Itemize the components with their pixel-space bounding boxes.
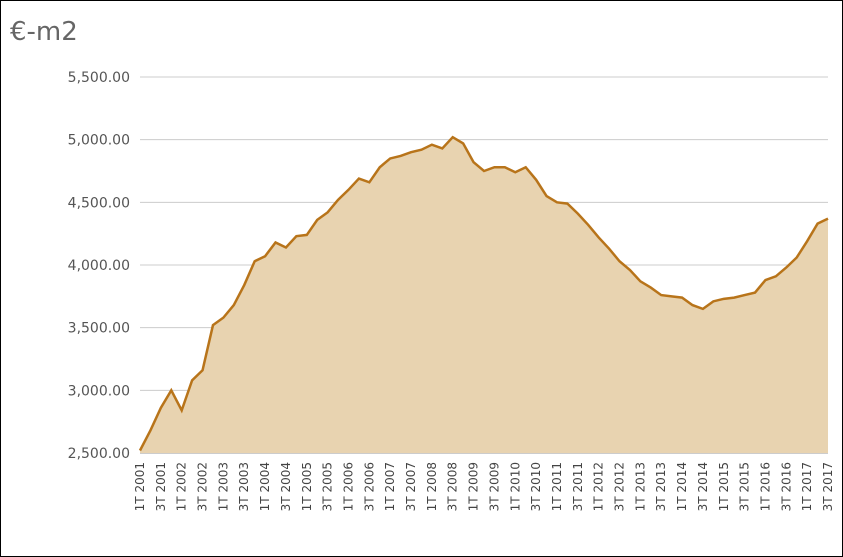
x-tick-label: 3T 2009 (487, 462, 501, 511)
x-tick-label: 1T 2005 (300, 462, 314, 511)
x-tick-label: 1T 2017 (800, 462, 814, 511)
x-tick-label: 1T 2008 (425, 462, 439, 511)
y-tick-label: 4,500.00 (68, 195, 130, 211)
x-tick-label: 3T 2016 (779, 462, 793, 511)
x-tick-label: 1T 2003 (216, 462, 230, 511)
x-tick-label: 1T 2009 (467, 462, 481, 511)
y-tick-label: 2,500.00 (68, 446, 130, 462)
x-tick-label: 1T 2004 (258, 462, 272, 511)
x-tick-label: 1T 2007 (383, 462, 397, 511)
x-tick-label: 1T 2001 (133, 462, 147, 511)
x-tick-label: 1T 2006 (341, 462, 355, 511)
y-tick-label: 5,500.00 (68, 70, 130, 86)
line (138, 135, 829, 452)
x-tick-label: 1T 2002 (175, 462, 189, 511)
x-tick-label: 1T 2016 (758, 462, 772, 511)
x-tick-label: 3T 2010 (529, 462, 543, 511)
x-tick-label: 3T 2012 (613, 462, 627, 511)
y-tick-label: 3,000.00 (68, 383, 130, 399)
area-fill (140, 137, 828, 453)
y-tick-label: 5,000.00 (68, 133, 130, 149)
x-tick-label: 3T 2006 (362, 462, 376, 511)
x-tick-label: 3T 2004 (279, 462, 293, 511)
x-tick-label: 1T 2014 (675, 462, 689, 511)
x-tick-label: 3T 2015 (738, 462, 752, 511)
x-tick-label: 3T 2002 (196, 462, 210, 511)
y-tick-label: 4,000.00 (68, 258, 130, 274)
x-tick-label: 1T 2013 (633, 462, 647, 511)
x-tick-label: 3T 2001 (154, 462, 168, 511)
x-tick-label: 3T 2008 (446, 462, 460, 511)
x-tick-label: 1T 2015 (717, 462, 731, 511)
x-tick-label: 1T 2012 (592, 462, 606, 511)
x-tick-label: 1T 2010 (508, 462, 522, 511)
x-tick-label: 3T 2007 (404, 462, 418, 511)
x-tick-label: 3T 2011 (571, 462, 585, 511)
x-tick-label: 3T 2017 (821, 462, 835, 511)
chart-title: €-m2 (10, 17, 78, 47)
x-tick-label: 3T 2005 (321, 462, 335, 511)
x-tick-label: 1T 2011 (550, 462, 564, 511)
x-tick-label: 3T 2003 (237, 462, 251, 511)
x-tick-label: 3T 2014 (696, 462, 710, 511)
x-tick-label: 3T 2013 (654, 462, 668, 511)
y-tick-label: 3,500.00 (68, 321, 130, 337)
